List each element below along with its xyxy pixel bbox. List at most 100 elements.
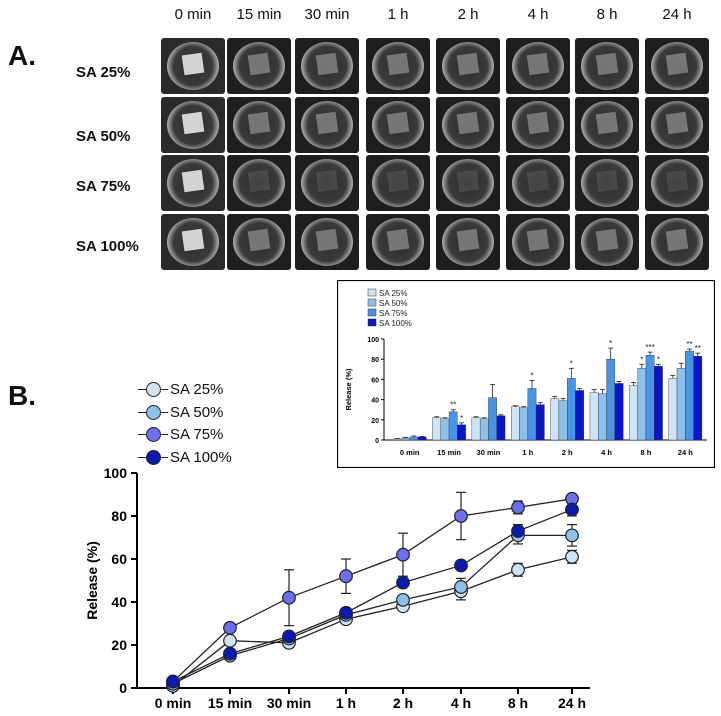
- inset-legend-swatch: [367, 308, 377, 317]
- bar: [496, 415, 506, 441]
- bar: [448, 411, 458, 441]
- bar: [566, 378, 576, 441]
- bar: [685, 350, 694, 441]
- inset-legend-label: SA 50%: [379, 299, 407, 308]
- time-label: 8 h: [596, 6, 618, 23]
- bar: [614, 383, 624, 441]
- data-point: [396, 575, 410, 590]
- hydrogel-photo: [161, 155, 225, 211]
- data-point: [339, 569, 353, 584]
- hydrogel-photo: [436, 214, 500, 270]
- row-label: SA 25%: [76, 64, 131, 81]
- legend-marker: [146, 405, 161, 420]
- data-point: [454, 580, 468, 594]
- hydrogel-photo: [227, 214, 291, 270]
- inset-legend-label: SA 75%: [379, 309, 407, 318]
- bar: [693, 355, 703, 441]
- x-tick-label: 4 h: [451, 695, 471, 711]
- significance-marker: *: [570, 359, 573, 368]
- hydrogel-photo: [227, 155, 291, 211]
- well-shape: [301, 159, 353, 207]
- well-shape: [233, 159, 285, 207]
- legend-label: SA 25%: [170, 381, 224, 398]
- inset-x-tick-label: 0 min: [400, 448, 420, 457]
- x-tick-label: 8 h: [508, 695, 528, 711]
- y-tick-label: 20: [111, 637, 127, 653]
- row-label: SA 100%: [76, 238, 139, 255]
- bar: [629, 385, 638, 441]
- bar: [457, 424, 466, 441]
- bar: [488, 397, 497, 441]
- hydrogel-photo: [366, 155, 430, 211]
- significance-marker: *: [657, 355, 660, 364]
- hydrogel-photo: [227, 38, 291, 94]
- bar: [668, 378, 678, 441]
- hydrogel-photo: [645, 97, 709, 153]
- y-tick-label: 0: [119, 680, 127, 696]
- significance-marker: *: [460, 414, 463, 423]
- data-point: [339, 605, 353, 620]
- bar: [471, 417, 481, 441]
- bar: [440, 418, 450, 441]
- inset-x-tick-label: 15 min: [437, 448, 461, 457]
- bar: [535, 404, 545, 441]
- x-tick-label: 15 min: [208, 695, 252, 711]
- hydrogel-photo: [645, 38, 709, 94]
- x-tick-label: 24 h: [558, 695, 586, 711]
- legend-item: SA 25%: [138, 381, 224, 398]
- legend-label: SA 100%: [170, 449, 232, 466]
- hydrogel-photo: [506, 155, 570, 211]
- legend-label: SA 50%: [170, 404, 224, 421]
- hydrogel-photo: [295, 38, 359, 94]
- data-point: [282, 629, 296, 644]
- data-point: [454, 509, 468, 523]
- bar: [432, 417, 441, 441]
- hydrogel-photo: [506, 38, 570, 94]
- data-point: [511, 500, 525, 515]
- hydrogel-photo: [645, 214, 709, 270]
- data-point: [454, 558, 468, 573]
- data-point: [223, 633, 237, 648]
- inset-y-tick-label: 100: [367, 337, 379, 344]
- x-tick-label: 0 min: [155, 695, 192, 711]
- hydrogel-photo: [436, 155, 500, 211]
- series-line: [172, 534, 572, 685]
- legend-item: SA 50%: [138, 404, 224, 421]
- bar: [409, 436, 419, 441]
- legend-item: SA 75%: [138, 426, 224, 443]
- data-point: [511, 562, 525, 577]
- inset-y-tick-label: 60: [371, 377, 379, 384]
- inset-legend-swatch: [367, 318, 377, 327]
- inset-legend-swatch: [367, 298, 377, 307]
- legend-label: SA 75%: [170, 426, 224, 443]
- hydrogel-photo: [506, 97, 570, 153]
- bar: [401, 437, 410, 441]
- hydrogel-photo: [366, 38, 430, 94]
- inset-x-tick-label: 30 min: [477, 448, 501, 457]
- hydrogel-photo: [436, 38, 500, 94]
- bar: [479, 418, 489, 441]
- series-line: [172, 556, 573, 687]
- time-label: 15 min: [236, 6, 282, 23]
- inset-legend-swatch: [367, 288, 377, 297]
- legend-marker: [146, 382, 161, 397]
- hydrogel-photo: [295, 214, 359, 270]
- data-point: [166, 674, 180, 689]
- bar: [558, 400, 568, 441]
- y-axis-label: Release (%): [84, 541, 100, 620]
- well-shape: [372, 159, 424, 207]
- well-shape: [651, 159, 703, 207]
- bar: [519, 407, 529, 441]
- hydrogel-photo: [295, 155, 359, 211]
- bar: [511, 406, 520, 441]
- inset-y-tick-label: 80: [371, 357, 379, 364]
- data-point: [396, 592, 410, 607]
- y-tick-label: 60: [111, 551, 127, 567]
- time-label: 24 h: [662, 6, 692, 23]
- significance-marker: *: [530, 371, 533, 380]
- hydrogel-photo: [575, 155, 639, 211]
- hydrogel-photo: [575, 214, 639, 270]
- significance-marker: **: [450, 401, 456, 410]
- significance-marker: *: [609, 339, 612, 348]
- panel-a-letter: A.: [8, 40, 36, 71]
